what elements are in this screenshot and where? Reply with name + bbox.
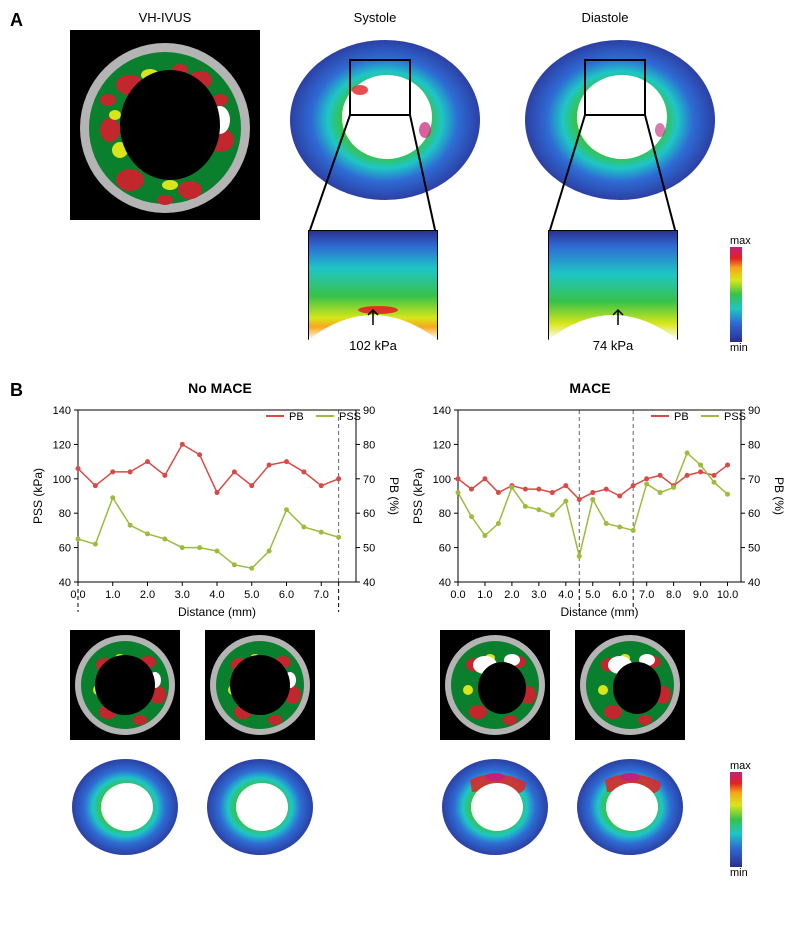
svg-text:9.0: 9.0 — [693, 589, 708, 601]
svg-text:140: 140 — [433, 405, 451, 417]
panel-b-label: B — [10, 380, 23, 401]
svg-text:60: 60 — [748, 508, 760, 520]
svg-text:PB (%): PB (%) — [387, 477, 400, 515]
svg-text:70: 70 — [363, 474, 375, 486]
col-title-ivus: VH-IVUS — [70, 10, 260, 25]
svg-text:6.0: 6.0 — [612, 589, 627, 601]
svg-text:60: 60 — [59, 543, 71, 555]
svg-text:8.0: 8.0 — [666, 589, 681, 601]
svg-text:3.0: 3.0 — [175, 589, 190, 601]
colorbar-a-min: min — [730, 342, 751, 354]
svg-text:Distance (mm): Distance (mm) — [178, 605, 256, 619]
svg-text:PB: PB — [289, 411, 304, 423]
svg-text:40: 40 — [363, 577, 375, 589]
svg-text:0.0: 0.0 — [450, 589, 465, 601]
right-thumbs — [440, 630, 685, 862]
colorbar-a-max: max — [730, 235, 751, 247]
svg-text:Distance (mm): Distance (mm) — [560, 605, 638, 619]
svg-text:60: 60 — [439, 543, 451, 555]
svg-text:100: 100 — [53, 474, 71, 486]
panel-b: B No MACE MACE 40 60 80 100 120 140 40 50 60 70 80… — [10, 380, 780, 920]
svg-text:50: 50 — [363, 543, 375, 555]
svg-text:120: 120 — [53, 439, 71, 451]
col-title-systole: Systole — [260, 10, 490, 25]
svg-text:70: 70 — [748, 474, 760, 486]
systole-value: 102 kPa — [308, 338, 438, 353]
svg-text:2.0: 2.0 — [504, 589, 519, 601]
svg-text:PSS (kPa): PSS (kPa) — [411, 468, 425, 524]
col-title-diastole: Diastole — [490, 10, 720, 25]
svg-text:7.0: 7.0 — [314, 589, 329, 601]
svg-text:50: 50 — [748, 543, 760, 555]
svg-text:40: 40 — [59, 577, 71, 589]
diastole-value: 74 kPa — [548, 338, 678, 353]
svg-text:90: 90 — [748, 405, 760, 417]
svg-text:PB: PB — [674, 411, 689, 423]
svg-text:120: 120 — [433, 439, 451, 451]
colorbar-b-min: min — [730, 867, 751, 879]
left-title: No MACE — [40, 380, 400, 396]
svg-text:100: 100 — [433, 474, 451, 486]
right-title: MACE — [410, 380, 770, 396]
colorbar-b-max: max — [730, 760, 751, 772]
panel-a: A VH-IVUS Systole Diastole — [10, 10, 780, 370]
systole-image — [285, 35, 485, 215]
svg-text:PSS: PSS — [724, 411, 746, 423]
svg-text:40: 40 — [439, 577, 451, 589]
diastole-zoom: 74 kPa — [548, 230, 678, 353]
svg-text:4.0: 4.0 — [209, 589, 224, 601]
svg-text:PSS: PSS — [339, 411, 361, 423]
svg-text:60: 60 — [363, 508, 375, 520]
vh-ivus-image — [70, 30, 260, 220]
svg-text:5.0: 5.0 — [585, 589, 600, 601]
panel-a-label: A — [10, 10, 23, 31]
diastole-image — [520, 35, 720, 215]
svg-text:140: 140 — [53, 405, 71, 417]
svg-text:6.0: 6.0 — [279, 589, 294, 601]
svg-text:PB (%): PB (%) — [772, 477, 785, 515]
svg-text:2.0: 2.0 — [140, 589, 155, 601]
svg-text:4.0: 4.0 — [558, 589, 573, 601]
svg-text:40: 40 — [748, 577, 760, 589]
svg-text:80: 80 — [363, 439, 375, 451]
svg-text:PSS (kPa): PSS (kPa) — [31, 468, 45, 524]
systole-zoom: 102 kPa — [308, 230, 438, 353]
svg-text:90: 90 — [363, 405, 375, 417]
svg-text:80: 80 — [439, 508, 451, 520]
svg-text:10.0: 10.0 — [717, 589, 738, 601]
svg-text:1.0: 1.0 — [477, 589, 492, 601]
chart-mace: 40 60 80 100 120 140 40 50 60 70 80 90 0.0 1.0 2.0 3.0 4… — [410, 400, 785, 620]
svg-text:80: 80 — [748, 439, 760, 451]
svg-text:7.0: 7.0 — [639, 589, 654, 601]
colorbar-b: max min — [730, 760, 751, 879]
colorbar-a: max min — [730, 235, 751, 354]
chart-no-mace: 4060801001201404050607080900.01.02.03.04… — [30, 400, 400, 620]
left-thumbs — [70, 630, 315, 862]
svg-text:3.0: 3.0 — [531, 589, 546, 601]
svg-text:80: 80 — [59, 508, 71, 520]
svg-text:1.0: 1.0 — [105, 589, 120, 601]
svg-text:5.0: 5.0 — [244, 589, 259, 601]
